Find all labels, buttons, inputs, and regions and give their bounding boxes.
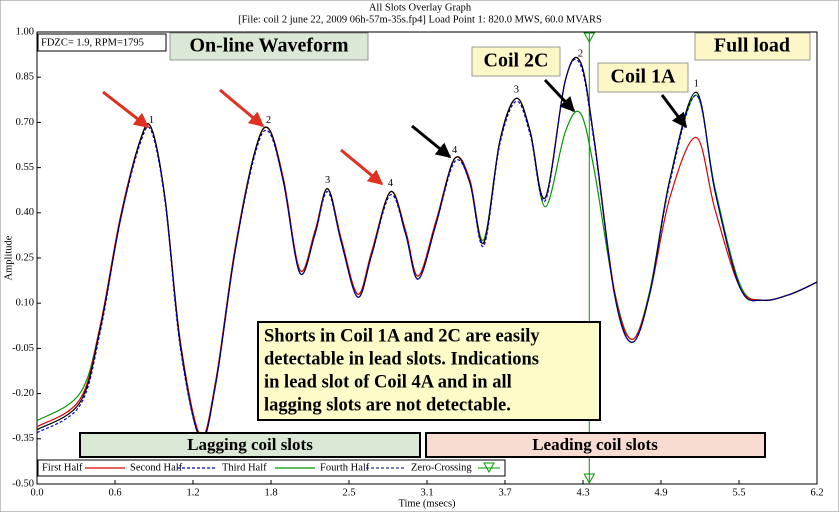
info-text: FDZC= 1.9, RPM=1795 [41, 37, 144, 48]
x-tick-label: 0.6 [108, 487, 121, 498]
peak-label: 1 [149, 115, 154, 126]
y-tick-label: -0.50 [12, 478, 34, 489]
x-tick-label: 4.9 [654, 487, 667, 498]
x-tick-label: 2.5 [342, 487, 355, 498]
y-tick-label: -0.05 [12, 343, 34, 354]
arrow [102, 90, 150, 129]
zero-crossing-marker [583, 473, 596, 485]
y-tick-label: 0.55 [16, 162, 34, 173]
x-tick-label: 4.3 [576, 487, 589, 498]
legend-label: First Half [42, 462, 83, 473]
x-tick-label: 1.2 [186, 487, 199, 498]
legend-label: Fourth Half [320, 462, 370, 473]
coil-1a-label: Coil 1A [611, 66, 677, 88]
chart-title: All Slots Overlay Graph [369, 2, 472, 13]
x-tick-label: 6.2 [810, 487, 823, 498]
full-load-box [694, 32, 811, 61]
x-tick-label: 0.0 [30, 487, 43, 498]
peak-label: 2 [266, 115, 271, 126]
legend-label: Second Half [130, 462, 183, 473]
plot: 1 2 3 4 4 3 2 1 [36, 32, 818, 485]
peak-label: 1 [694, 79, 699, 90]
y-axis-label: Amplitude [3, 235, 14, 280]
coil-2c-box [471, 46, 561, 77]
legend-label: Zero-Crossing [411, 462, 472, 473]
legend-items: First Half Second Half Third Half Fourth Ha… [42, 462, 500, 473]
leading-label: Leading coil slots [532, 435, 658, 454]
note-line: in lead slot of Coil 4A and in all [264, 372, 512, 392]
y-tick-label: 0.40 [16, 207, 34, 218]
y-tick-label: 0.10 [16, 298, 34, 309]
arrow [543, 78, 576, 113]
zero-crossing-marker [583, 32, 596, 44]
x-tick-label: 3.7 [498, 487, 511, 498]
peak-label: 3 [514, 85, 519, 96]
info-box [37, 33, 167, 52]
y-tick-label: 0.70 [16, 117, 34, 128]
online-label: On-line Waveform [189, 35, 348, 57]
coil-1a-box [597, 62, 689, 93]
arrow [340, 148, 384, 186]
y-tick-label: 0.25 [16, 252, 34, 263]
lagging-box [79, 432, 421, 458]
peak-label: 4 [388, 178, 394, 189]
arrow [219, 88, 265, 128]
legend-label: Third Half [222, 462, 267, 473]
full-load-label: Full load [714, 35, 790, 57]
x-tick-label: 1.8 [264, 487, 277, 498]
peak-label: 2 [578, 49, 583, 60]
legend-swatch [483, 462, 495, 474]
note-line: Shorts in Coil 1A and 2C are easily [264, 326, 540, 346]
peak-label: 4 [452, 145, 458, 156]
peak-label: 3 [325, 175, 330, 186]
arrow [411, 124, 452, 159]
y-tick-label: 1.00 [16, 26, 34, 37]
lagging-label: Lagging coil slots [187, 435, 313, 454]
coil-2c-label: Coil 2C [484, 50, 549, 72]
arrow [660, 94, 688, 129]
x-tick-label: 3.1 [420, 487, 433, 498]
x-axis-label: Time (msecs) [398, 498, 456, 509]
legend [37, 459, 506, 477]
annotations: FDZC= 1.9, RPM=1795 On-line Waveform Ful… [37, 32, 811, 458]
online-box [169, 32, 369, 61]
x-tick-label: 5.5 [732, 487, 745, 498]
y-tick-label: 0.85 [16, 72, 34, 83]
note-line: detectable in lead slots. Indications [264, 349, 539, 369]
chart-subtitle: [File: coil 2 june 22, 2009 06h-57m-35s.… [238, 14, 602, 25]
note-box [257, 321, 601, 421]
y-tick-label: -0.35 [12, 433, 34, 444]
y-tick-label: -0.20 [12, 388, 34, 399]
leading-box [425, 432, 766, 458]
series-line [36, 58, 818, 441]
note-line: lagging slots are not detectable. [264, 395, 511, 415]
